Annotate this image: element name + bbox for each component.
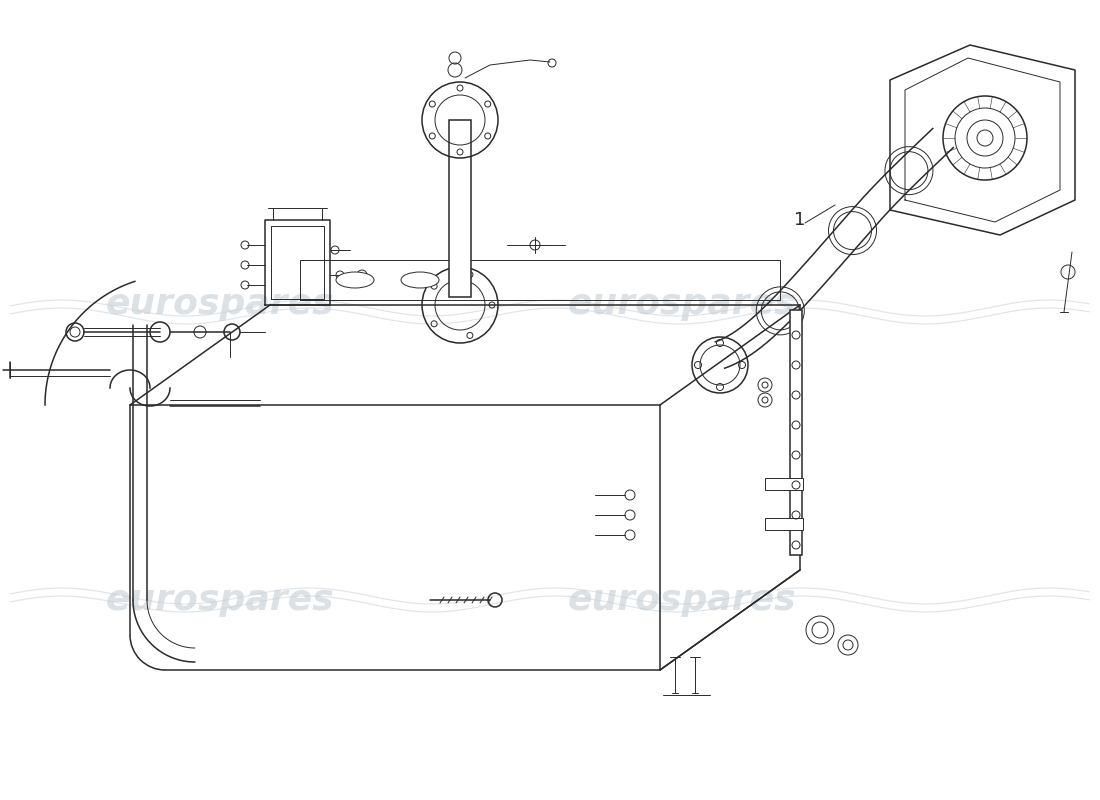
Text: eurospares: eurospares <box>106 583 334 617</box>
Text: 1: 1 <box>794 211 805 229</box>
Bar <box>764 518 803 530</box>
Bar <box>764 478 803 490</box>
Ellipse shape <box>402 272 439 288</box>
Text: eurospares: eurospares <box>568 583 796 617</box>
Bar <box>790 310 802 555</box>
Bar <box>449 120 471 297</box>
Text: eurospares: eurospares <box>106 287 334 321</box>
Text: eurospares: eurospares <box>568 287 796 321</box>
Ellipse shape <box>336 272 374 288</box>
